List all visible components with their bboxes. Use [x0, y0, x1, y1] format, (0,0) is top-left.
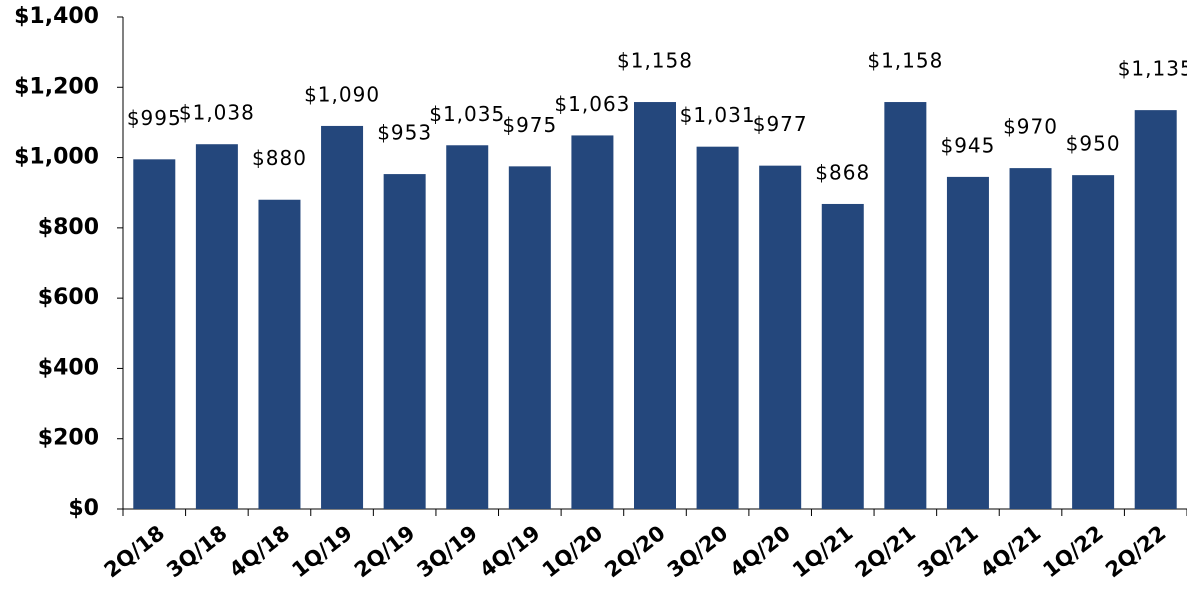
- y-tick-label: $400: [38, 355, 99, 380]
- x-tick-label: 2Q/19: [350, 521, 419, 583]
- y-tick-label: $0: [68, 496, 99, 521]
- x-tick-label: 2Q/20: [600, 521, 669, 583]
- value-label: $880: [252, 146, 307, 170]
- bar: [383, 174, 426, 510]
- x-tick-label: 4Q/21: [976, 521, 1045, 583]
- bar: [946, 176, 989, 509]
- bar: [133, 159, 176, 510]
- value-label: $945: [940, 133, 995, 157]
- value-label: $1,031: [680, 103, 756, 127]
- bar: [195, 144, 238, 509]
- bar: [508, 166, 551, 509]
- x-tick-label: 4Q/18: [225, 521, 294, 583]
- bar: [696, 146, 739, 510]
- bar: [446, 145, 489, 509]
- value-label: $868: [815, 160, 870, 184]
- bar: [1072, 175, 1115, 509]
- value-label: $953: [377, 121, 432, 145]
- value-label: $950: [1066, 132, 1121, 156]
- value-label: $1,135: [1118, 57, 1187, 81]
- y-tick-label: $200: [38, 426, 99, 451]
- value-label: $1,035: [429, 102, 505, 126]
- bar: [571, 135, 614, 509]
- bar: [321, 125, 364, 509]
- value-label: $975: [502, 113, 557, 137]
- bar: [821, 203, 864, 509]
- bar: [258, 199, 301, 509]
- y-tick-label: $600: [38, 285, 99, 310]
- value-label: $1,038: [179, 101, 255, 125]
- y-tick-label: $1,200: [14, 74, 99, 99]
- value-label: $1,158: [867, 49, 943, 73]
- y-tick-label: $800: [38, 215, 99, 240]
- y-tick-label: $1,000: [14, 145, 99, 170]
- x-tick-label: 1Q/22: [1038, 521, 1107, 583]
- x-tick-label: 3Q/21: [913, 521, 982, 583]
- x-tick-label: 2Q/21: [851, 521, 920, 583]
- y-tick-label: $1,400: [14, 4, 99, 29]
- value-label: $970: [1003, 115, 1058, 139]
- value-label: $995: [127, 106, 182, 130]
- bar: [634, 102, 676, 509]
- value-label: $977: [753, 112, 808, 136]
- bar: [1009, 168, 1052, 509]
- x-tick-label: 4Q/19: [475, 521, 544, 583]
- x-tick-label: 1Q/20: [538, 521, 607, 583]
- x-tick-label: 4Q/20: [726, 521, 795, 583]
- x-tick-label: 2Q/22: [1101, 521, 1170, 583]
- x-tick-label: 3Q/18: [162, 521, 231, 583]
- bar: [759, 165, 802, 509]
- value-label: $1,090: [304, 82, 380, 106]
- value-label: $1,158: [617, 49, 693, 73]
- value-label: $1,063: [554, 92, 630, 116]
- x-tick-label: 3Q/20: [663, 521, 732, 583]
- x-tick-label: 1Q/19: [287, 521, 356, 583]
- x-tick-label: 2Q/18: [100, 521, 169, 583]
- x-tick-label: 3Q/19: [413, 521, 482, 583]
- bar: [884, 102, 927, 509]
- bar: [1134, 110, 1177, 509]
- x-tick-label: 1Q/21: [788, 521, 857, 583]
